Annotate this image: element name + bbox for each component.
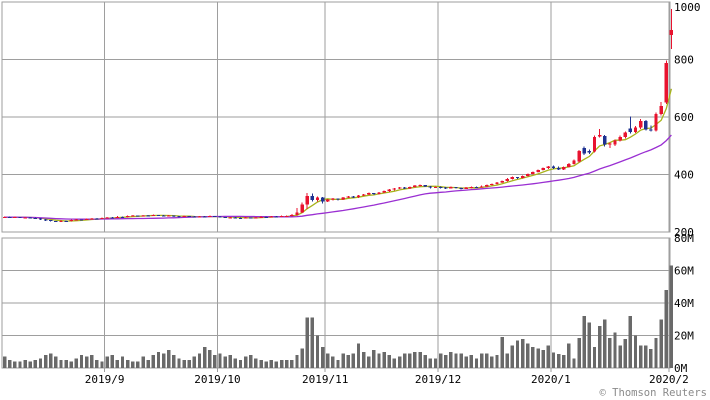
copyright-label: © Thomson Reuters [600, 387, 707, 399]
svg-text:2020/1: 2020/1 [531, 373, 571, 386]
svg-text:2020/2: 2020/2 [649, 373, 689, 386]
svg-text:60M: 60M [674, 265, 694, 278]
svg-text:400: 400 [674, 169, 694, 182]
svg-text:2019/12: 2019/12 [415, 373, 461, 386]
ma-long-line [4, 134, 672, 220]
volume-bars-layer [2, 265, 674, 368]
price-axis-labels: 200 400 600 800 1000 [674, 1, 701, 239]
svg-text:2019/11: 2019/11 [302, 373, 348, 386]
svg-text:1000: 1000 [674, 1, 701, 14]
volume-axis-labels: 0M 20M 40M 60M 80M [674, 232, 694, 375]
svg-text:600: 600 [674, 111, 694, 124]
svg-text:80M: 80M [674, 232, 694, 245]
grid-layer [1, 1, 671, 372]
x-axis-labels: 2019/9 2019/10 2019/11 2019/12 2020/1 2020/2 [85, 373, 689, 386]
candlestick-layer [2, 8, 674, 223]
svg-text:2019/9: 2019/9 [85, 373, 125, 386]
svg-text:200: 200 [674, 226, 694, 239]
svg-text:800: 800 [674, 54, 694, 67]
svg-text:0M: 0M [674, 362, 688, 375]
svg-text:2019/10: 2019/10 [194, 373, 240, 386]
svg-text:20M: 20M [674, 330, 694, 343]
svg-text:40M: 40M [674, 297, 694, 310]
